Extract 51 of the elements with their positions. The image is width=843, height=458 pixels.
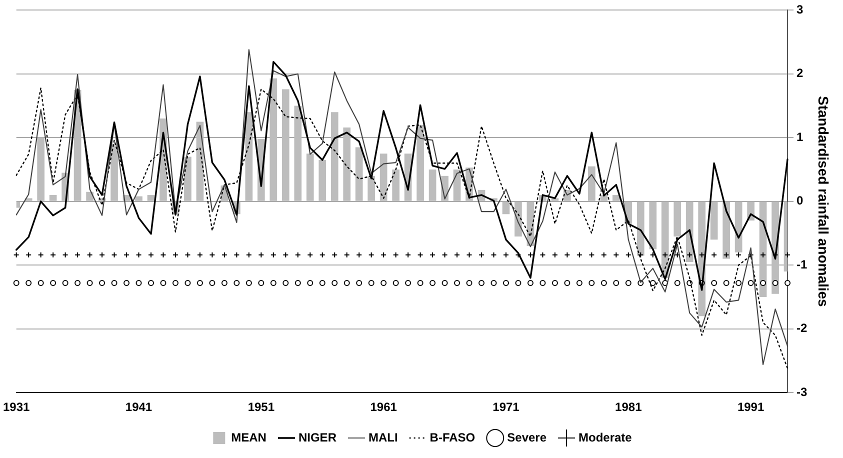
y-tick-label: -2 xyxy=(796,321,808,336)
y-tick-label: 0 xyxy=(796,194,804,208)
x-tick-label: 1991 xyxy=(737,400,764,414)
bar xyxy=(710,202,718,240)
bar xyxy=(147,195,155,201)
bar xyxy=(416,124,424,201)
legend-label: MALI xyxy=(368,430,398,444)
x-tick-label: 1971 xyxy=(492,400,520,414)
bar xyxy=(674,202,682,236)
bar xyxy=(330,112,338,201)
y-tick-label: -1 xyxy=(796,257,808,272)
x-tick-label: 1961 xyxy=(370,400,398,414)
legend-label: Severe xyxy=(507,430,547,444)
bar xyxy=(600,195,608,201)
bar xyxy=(428,170,436,201)
bar xyxy=(306,154,314,201)
y-tick-label: -3 xyxy=(796,384,808,399)
x-tick-label: 1941 xyxy=(125,400,152,414)
bar xyxy=(588,166,596,201)
bar xyxy=(636,202,644,256)
bar xyxy=(502,202,510,214)
bar xyxy=(661,202,669,278)
bar xyxy=(282,89,290,201)
bar xyxy=(86,192,94,201)
legend-label: B-FASO xyxy=(430,430,476,444)
bar xyxy=(649,202,657,250)
x-tick-label: 1931 xyxy=(2,400,30,414)
y-axis-title: Standardised rainfall anomalies xyxy=(816,96,832,308)
bar xyxy=(612,195,620,201)
y-tick-label: 3 xyxy=(796,2,804,17)
bar xyxy=(294,106,302,201)
x-tick-label: 1981 xyxy=(615,400,642,414)
bar xyxy=(37,138,44,201)
bar xyxy=(355,147,363,201)
y-tick-label: 1 xyxy=(796,130,804,144)
y-tick-label: 2 xyxy=(796,66,804,80)
legend-label: NIGER xyxy=(298,430,337,444)
bar xyxy=(392,170,400,201)
bar xyxy=(368,176,376,201)
bar xyxy=(270,78,278,201)
x-tick-label: 1951 xyxy=(248,400,275,414)
bar xyxy=(110,144,118,201)
bar xyxy=(184,156,192,201)
legend-label: MEAN xyxy=(231,430,266,444)
legend-label: Moderate xyxy=(578,430,632,444)
bar xyxy=(135,196,142,201)
bar xyxy=(380,154,388,201)
bar xyxy=(318,160,326,201)
bar xyxy=(49,195,57,201)
bar xyxy=(722,202,730,259)
bar xyxy=(343,127,351,201)
